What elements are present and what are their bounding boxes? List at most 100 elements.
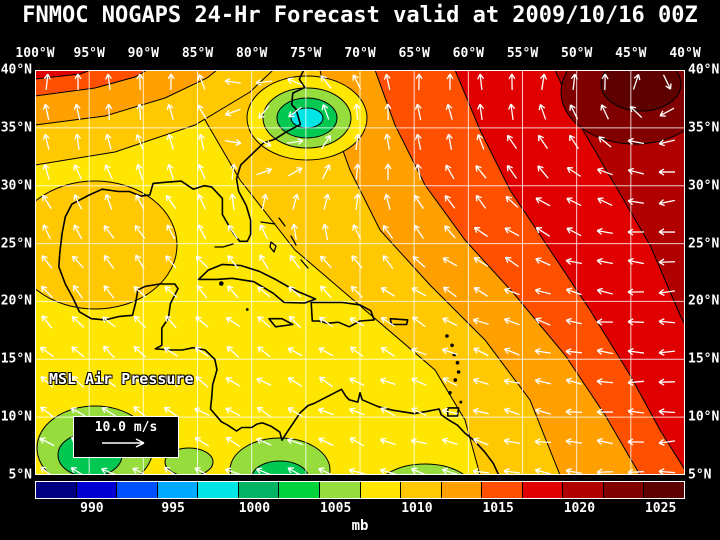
colorbar-tick-label: 1020 [563,501,596,516]
wind-scale-label: 10.0 m/s [94,420,158,435]
wind-arrow-icon [566,227,582,237]
wind-arrow-icon [411,287,427,297]
wind-arrow-icon [596,318,614,326]
wind-arrow-icon [163,406,178,418]
wind-arrow-icon [39,437,55,447]
page-title: FNMOC NOGAPS 24-Hr Forecast valid at 200… [22,3,698,28]
wind-arrow-icon [256,406,271,418]
wind-arrow-icon [292,193,300,210]
wind-arrow-icon [288,315,302,329]
wind-arrow-icon [596,347,613,355]
wind-arrow-icon [414,103,422,120]
pressure-map-canvas [35,70,685,475]
wind-arrow-icon [40,376,54,388]
wind-arrow-icon [534,467,551,475]
wind-arrow-icon [224,467,241,475]
wind-arrow-icon [225,436,240,448]
wind-arrow-icon [318,376,333,388]
wind-arrow-icon [349,437,365,447]
wind-arrow-icon [165,194,177,209]
wind-arrow-icon [473,347,489,357]
wind-arrow-icon [41,255,53,269]
wind-arrow-icon [39,346,54,358]
wind-arrow-icon [627,408,645,416]
pressure-colorbar [35,481,685,499]
wind-arrow-icon [259,224,269,240]
wind-arrow-icon [40,466,54,475]
lat-tick-label: 5°N [688,467,712,483]
wind-arrow-icon [475,165,487,179]
wind-arrow-icon [662,74,672,90]
wind-arrow-icon [73,103,81,120]
lon-tick-label: 55°W [506,46,539,61]
wind-arrow-icon [136,103,144,121]
wind-arrow-icon [167,73,175,91]
wind-arrow-icon [658,438,676,446]
wind-arrow-icon [74,73,82,91]
wind-arrow-icon [658,228,676,236]
colorbar-segment [319,482,361,498]
wind-arrow-icon [412,256,426,268]
wind-arrow-icon [225,377,241,387]
wind-arrow-icon [43,73,51,91]
wind-arrow-icon [224,77,242,86]
wind-arrow-icon [256,167,273,176]
wind-arrow-icon [71,255,84,269]
lon-tick-label: 90°W [127,46,159,61]
latitude-axis-left: 40°N 35°N 30°N 25°N 20°N 15°N 10°N 5°N [0,63,33,483]
lat-tick-label: 15°N [688,351,720,367]
wind-arrow-icon [383,193,391,210]
wind-arrow-icon [627,228,645,236]
wind-arrow-icon [566,166,582,177]
wind-arrow-icon [257,316,271,328]
lat-tick-label: 40°N [688,62,720,78]
wind-arrow-icon [598,136,612,148]
wind-arrow-icon [535,227,551,237]
lat-tick-label: 15°N [0,351,32,367]
wind-arrow-icon [194,407,210,416]
lat-tick-label: 40°N [0,62,32,78]
wind-arrow-icon [321,223,329,240]
wind-arrow-icon [41,315,53,329]
wind-arrow-icon [197,74,206,90]
wind-arrow-icon [565,377,582,385]
wind-arrow-icon [256,467,272,475]
lat-tick-label: 35°N [0,120,32,136]
wind-arrow-icon [290,223,298,241]
pressure-map: MSL Air Pressure 10.0 m/s [35,70,685,475]
wind-arrow-icon [165,255,177,269]
wind-arrow-icon [504,256,519,268]
coastlines [58,70,500,475]
wind-arrow-icon [411,407,427,416]
wind-arrow-icon [133,315,147,329]
lon-tick-label: 80°W [236,46,268,61]
wind-arrow-icon [349,407,365,416]
wind-arrow-icon [444,195,456,209]
wind-arrow-icon [135,194,145,210]
wind-arrow-icon [103,225,115,239]
wind-arrow-icon [197,224,207,240]
wind-arrow-icon [350,285,364,299]
wind-arrow-icon [71,315,85,328]
wind-arrow-icon [320,134,332,149]
wind-arrow-icon [321,164,331,180]
colorbar-segment [401,482,442,498]
wind-arrow-icon [288,286,302,298]
wind-arrow-icon [104,193,113,210]
wind-arrow-icon [504,347,520,356]
wind-arrow-icon [40,406,54,418]
wind-arrow-icon [349,317,365,327]
wind-arrow-icon [477,73,485,91]
wind-arrow-icon [42,194,52,210]
wind-arrow-icon [410,347,427,356]
wind-arrow-icon [627,197,645,205]
colorbar-segment [522,482,564,498]
wind-arrow-icon [569,104,579,120]
wind-arrow-icon [287,167,303,177]
lat-tick-label: 25°N [0,236,32,252]
wind-arrow-icon [565,467,582,475]
colorbar-tick-label: 990 [80,501,104,516]
wind-arrow-icon [658,288,676,296]
wind-arrow-icon [540,73,548,91]
